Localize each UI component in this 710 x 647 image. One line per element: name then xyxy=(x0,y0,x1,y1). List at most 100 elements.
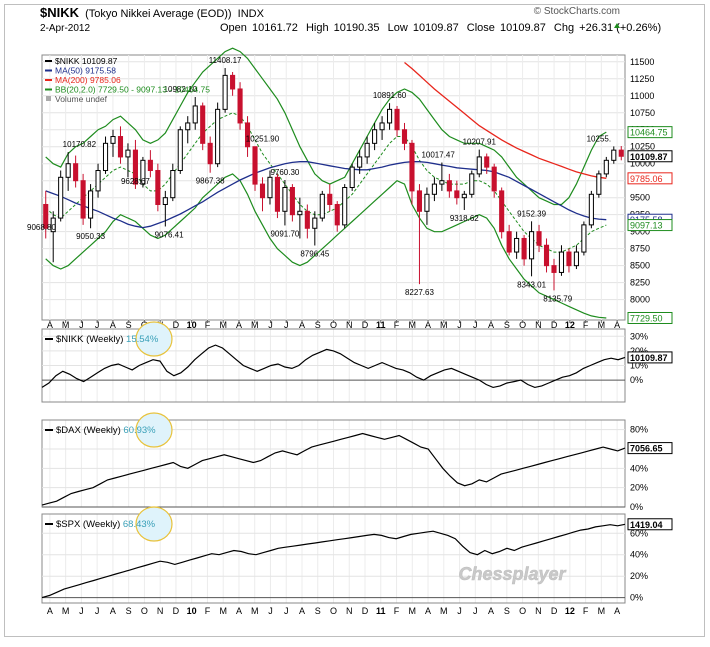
candle-body xyxy=(192,105,198,124)
value-tag: 9785.06 xyxy=(630,174,663,184)
candle-body xyxy=(491,166,497,192)
spx-panel-series-name: $SPX (Weekly) xyxy=(56,519,123,530)
x-tick-label-bottom: J xyxy=(284,606,289,616)
price-annotation: 9091.70 xyxy=(270,229,299,238)
value-tag: 7729.50 xyxy=(630,313,663,323)
main-y-tick-label: 8250 xyxy=(630,278,650,288)
x-tick-label: S xyxy=(315,320,321,330)
candle-body xyxy=(476,156,482,175)
x-tick-label: M xyxy=(62,320,70,330)
candle-body xyxy=(416,190,423,212)
header-symbol: $NIKK xyxy=(40,5,80,20)
legend-entry: MA(50) 9175.58 xyxy=(55,66,116,76)
candle-body xyxy=(387,108,393,124)
price-annotation: 8343.01 xyxy=(517,280,546,289)
x-tick-label: O xyxy=(519,320,526,330)
x-tick-label: A xyxy=(299,320,305,330)
price-annotation: 9076.41 xyxy=(155,230,184,239)
dax-panel-y-tick-label: 40% xyxy=(630,463,648,473)
candle-body xyxy=(267,176,273,199)
value-tag-box xyxy=(627,219,673,232)
header-name: (Tokyo Nikkei Average (EOD)) xyxy=(85,8,232,20)
candle-body xyxy=(110,136,116,144)
price-annotation: 10207.91 xyxy=(463,138,497,147)
up-arrow-icon xyxy=(614,23,620,28)
price-annotation: 8135.79 xyxy=(543,294,572,303)
value-tag: 10464.75 xyxy=(630,128,668,138)
candle-body xyxy=(170,170,176,199)
candle-body xyxy=(401,129,408,144)
bb-middle-line xyxy=(45,112,607,253)
candle-body xyxy=(529,231,535,260)
candle-body xyxy=(588,193,594,226)
candle-body xyxy=(215,108,221,165)
main-y-tick-label: 11000 xyxy=(630,91,654,101)
x-tick-label-bottom: 11 xyxy=(376,606,386,616)
nikk-panel-y-tick-label: 10% xyxy=(630,361,648,371)
candle-body xyxy=(304,210,310,229)
spx-panel-y-tick-label: 20% xyxy=(630,571,648,581)
x-tick-label: 11 xyxy=(376,320,386,330)
main-price-panel: 1150011250110001075010500102501000097509… xyxy=(27,47,673,603)
candle-body xyxy=(289,187,295,216)
high-value: 10190.35 xyxy=(334,22,380,34)
ma200-line xyxy=(404,61,607,179)
candle-body xyxy=(207,142,213,165)
nikk-perf-panel: 30% 20% 10% 0% $NIKK (Weekly) 15.54% 10109.87 xyxy=(41,321,673,403)
price-annotation: 10255. xyxy=(587,134,611,143)
candle-body xyxy=(185,122,191,131)
candle-body xyxy=(469,173,475,195)
price-annotation: 9867.38 xyxy=(196,177,225,186)
price-annotation: 10251.90 xyxy=(246,135,280,144)
value-tag-box xyxy=(627,311,673,324)
candle-body xyxy=(618,149,624,157)
price-annotation: 11408.17 xyxy=(209,56,242,65)
x-tick-label-bottom: A xyxy=(488,606,494,616)
x-tick-label: N xyxy=(535,320,542,330)
x-tick-label-bottom: O xyxy=(141,606,148,616)
price-annotation: 9760.30 xyxy=(270,168,299,177)
candle-body xyxy=(147,159,153,172)
candle-body xyxy=(551,265,557,273)
candle-body xyxy=(162,197,168,205)
x-tick-label: M xyxy=(440,320,448,330)
high-label: High xyxy=(306,22,329,34)
candle-body xyxy=(274,176,280,212)
candle-body xyxy=(514,237,520,253)
price-annotation: 8796.45 xyxy=(300,249,329,258)
price-annotation: 10017.47 xyxy=(421,151,455,160)
x-tick-label: 10 xyxy=(187,320,197,330)
candle-body xyxy=(88,190,94,219)
x-tick-label-bottom: A xyxy=(425,606,431,616)
price-annotation: 10170.82 xyxy=(63,140,97,149)
candle-body xyxy=(327,193,333,205)
candle-body xyxy=(140,159,146,185)
candle-body xyxy=(155,170,161,205)
dax-panel-y-tick-label: 20% xyxy=(630,483,648,493)
main-y-tick-label: 9500 xyxy=(630,193,650,203)
candle-body xyxy=(125,149,131,158)
spx-panel-y-tick-label: 60% xyxy=(630,528,648,538)
x-tick-label-bottom: M xyxy=(219,606,227,616)
value-tag-box xyxy=(627,172,673,185)
x-tick-label-bottom: J xyxy=(79,606,84,616)
dax-perf-panel: 80%60%40%20%0%$DAX (Weekly) 60.93%7056.6… xyxy=(41,412,673,512)
legend-entry: MA(200) 9785.06 xyxy=(55,75,121,85)
x-tick-label-bottom: M xyxy=(440,606,448,616)
spx-panel-series-line xyxy=(41,523,626,599)
chg-label: Chg xyxy=(554,22,574,34)
x-tick-label: M xyxy=(251,320,259,330)
candle-body xyxy=(536,231,542,246)
x-tick-label: J xyxy=(457,320,462,330)
low-label: Low xyxy=(388,22,408,34)
legend-entry: BB(20,2.0) 7729.50 - 9097.13 - 10464.75 xyxy=(55,85,210,95)
x-tick-label-bottom: 12 xyxy=(565,606,575,616)
dax-panel-series-name: $DAX (Weekly) xyxy=(56,425,123,436)
source-credit: © StockCharts.com xyxy=(534,6,620,17)
x-tick-label: A xyxy=(110,320,116,330)
x-tick-label-bottom: A xyxy=(110,606,116,616)
candle-body xyxy=(506,231,512,253)
x-tick-label-bottom: D xyxy=(362,606,369,616)
x-tick-label-bottom: F xyxy=(583,606,589,616)
